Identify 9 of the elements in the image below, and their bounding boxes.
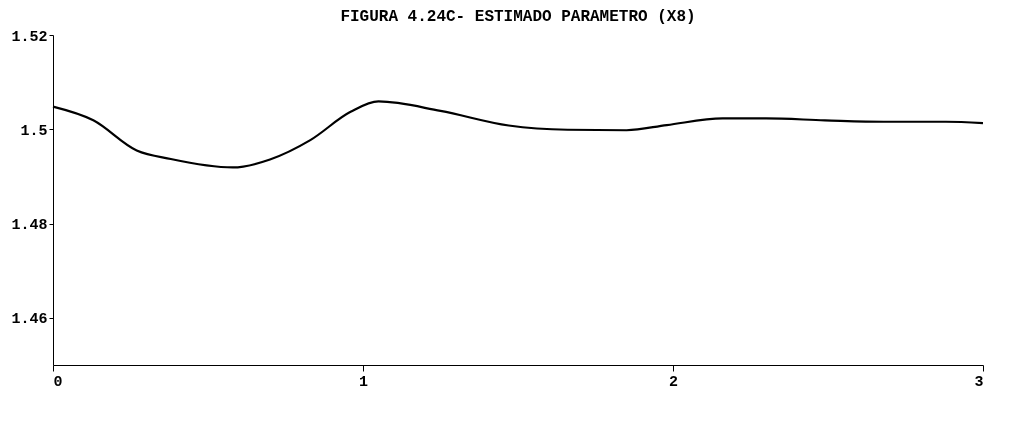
y-tick-label: 1.52 (11, 28, 48, 46)
y-tick-label: 1.46 (11, 311, 48, 329)
x-tick-label: 1 (358, 373, 369, 391)
x-tick-label: 3 (974, 373, 984, 391)
chart-title: FIGURA 4.24C- ESTIMADO PARAMETRO (X8) (340, 8, 696, 26)
x-tick-label: 2 (668, 373, 679, 391)
y-tick-label: 1.5 (20, 122, 48, 140)
x-tick-label: 0 (53, 373, 63, 391)
y-tick-label: 1.48 (11, 217, 48, 235)
